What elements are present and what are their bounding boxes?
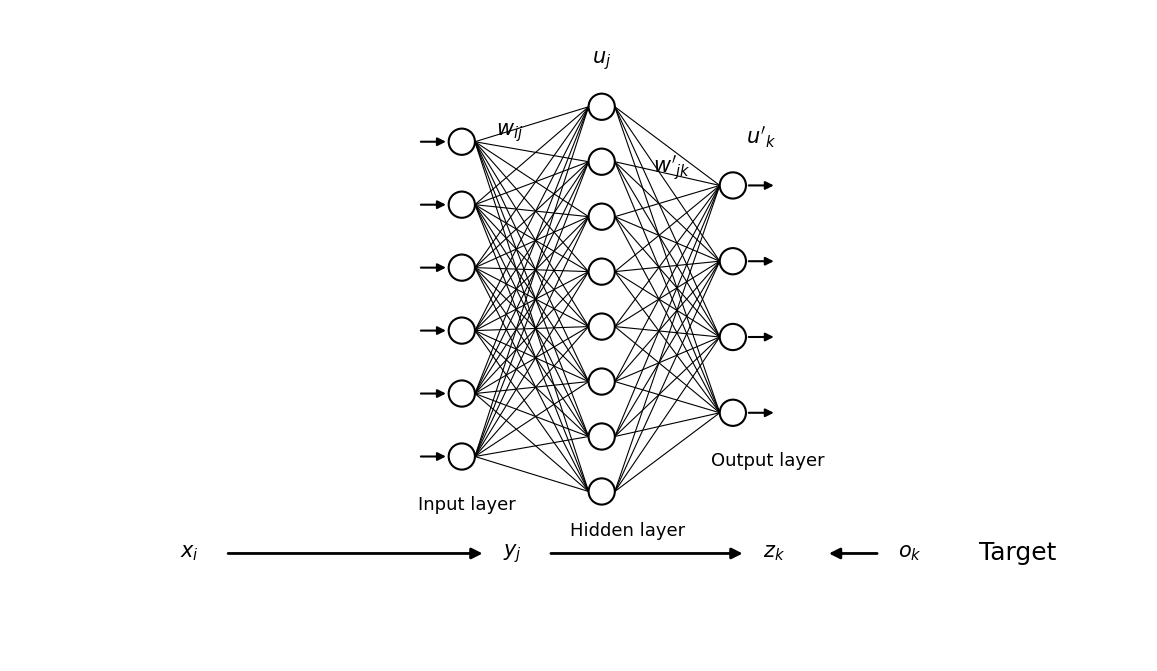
Ellipse shape [720,172,746,199]
Ellipse shape [720,400,746,426]
Ellipse shape [589,203,614,229]
Ellipse shape [720,324,746,350]
Ellipse shape [589,313,614,340]
Ellipse shape [449,129,474,155]
Ellipse shape [589,478,614,505]
Ellipse shape [589,94,614,120]
Text: $y_j$: $y_j$ [503,542,522,565]
Text: $z_k$: $z_k$ [764,544,786,564]
Ellipse shape [449,317,474,344]
Text: Target: Target [979,541,1056,566]
Ellipse shape [449,254,474,280]
Ellipse shape [449,380,474,407]
Text: Output layer: Output layer [712,452,825,470]
Text: $w'_{jk}$: $w'_{jk}$ [653,154,691,183]
Text: $u'_k$: $u'_k$ [746,125,776,150]
Ellipse shape [589,368,614,395]
Text: $u_j$: $u_j$ [592,49,611,72]
Text: $w_{ij}$: $w_{ij}$ [496,121,523,144]
Ellipse shape [589,148,614,175]
Text: $o_k$: $o_k$ [898,544,922,564]
Ellipse shape [720,248,746,274]
Ellipse shape [449,191,474,218]
Ellipse shape [589,423,614,450]
Text: $x_i$: $x_i$ [180,544,199,564]
Ellipse shape [589,258,614,285]
Text: Input layer: Input layer [418,496,516,514]
Text: Hidden layer: Hidden layer [570,522,685,540]
Ellipse shape [449,444,474,470]
